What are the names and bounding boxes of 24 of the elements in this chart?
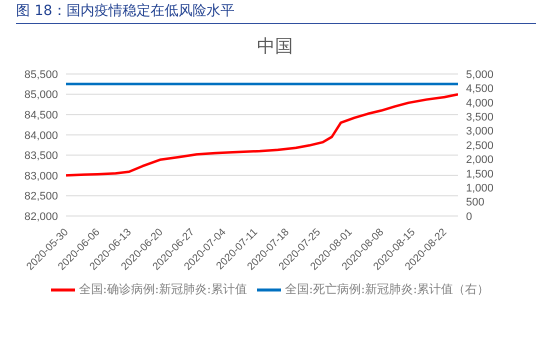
y-tick-label: 82,000 xyxy=(24,210,58,223)
y2-tick-label: 500 xyxy=(466,196,484,209)
y2-tick-label: 2,000 xyxy=(466,154,494,166)
y2-tick-label: 1,500 xyxy=(466,168,494,180)
y-tick-label: 83,000 xyxy=(24,170,58,182)
y-tick-label: 85,500 xyxy=(24,68,58,81)
y2-tick-label: 1,000 xyxy=(466,182,494,195)
y-tick-label: 84,000 xyxy=(24,130,58,142)
y2-tick-label: 3,500 xyxy=(466,112,494,124)
y-tick-label: 84,500 xyxy=(24,109,58,122)
y-tick-label: 82,500 xyxy=(24,190,58,203)
y2-tick-label: 5,000 xyxy=(466,68,494,81)
legend-label: 全国:确诊病例:新冠肺炎:累计值 xyxy=(78,282,247,296)
y-tick-label: 83,500 xyxy=(24,150,58,162)
chart-title: 图 18：国内疫情稳定在低风险水平 xyxy=(16,2,536,24)
line-series xyxy=(66,93,458,177)
y2-tick-label: 3,000 xyxy=(466,126,494,138)
y2-tick-label: 4,000 xyxy=(466,97,494,110)
y2-tick-label: 2,500 xyxy=(466,140,494,152)
chart-subtitle: 中国 xyxy=(256,35,294,58)
y-tick-label: 85,000 xyxy=(24,89,58,102)
y2-tick-label: 0 xyxy=(466,210,472,223)
legend-label: 全国:死亡病例:新冠肺炎:累计值（右） xyxy=(285,282,490,296)
y2-tick-label: 4,500 xyxy=(466,83,494,96)
